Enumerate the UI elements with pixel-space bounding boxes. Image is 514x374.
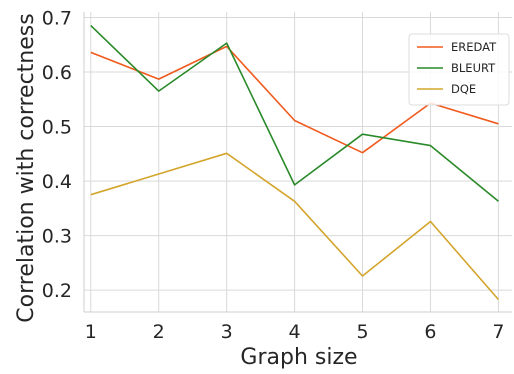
series-line-bleurt — [90, 25, 499, 202]
legend-box — [408, 33, 510, 106]
x-tick-label: 6 — [424, 321, 436, 343]
legend: EREDAT BLEURT DQE — [408, 33, 510, 106]
legend-label-eredat: EREDAT — [451, 40, 497, 54]
series-line-dqe — [90, 152, 500, 301]
x-tick-label: 5 — [356, 321, 368, 343]
legend-label-bleurt: BLEURT — [451, 61, 496, 75]
y-tick-label: 0.5 — [42, 117, 72, 139]
x-tick-label: 1 — [85, 321, 97, 343]
x-tick-label: 3 — [221, 321, 233, 343]
legend-label-dqe: DQE — [451, 82, 476, 96]
y-tick-label: 0.3 — [42, 226, 72, 248]
x-tick-label: 4 — [289, 321, 301, 343]
y-tick-label: 0.2 — [42, 280, 72, 302]
x-tick-labels: 1 2 3 4 5 6 7 — [85, 321, 505, 343]
y-tick-label: 0.7 — [42, 7, 72, 29]
axes-frame — [83, 12, 512, 313]
y-axis-label: Correlation with correctness — [14, 13, 39, 322]
x-tick-label: 7 — [492, 321, 504, 343]
x-tick-label: 2 — [153, 321, 165, 343]
y-tick-label: 0.6 — [42, 62, 72, 84]
x-axis-label: Graph size — [240, 345, 357, 370]
y-tick-label: 0.4 — [42, 171, 72, 193]
y-tick-labels: 0.2 0.3 0.4 0.5 0.6 0.7 — [42, 7, 72, 302]
